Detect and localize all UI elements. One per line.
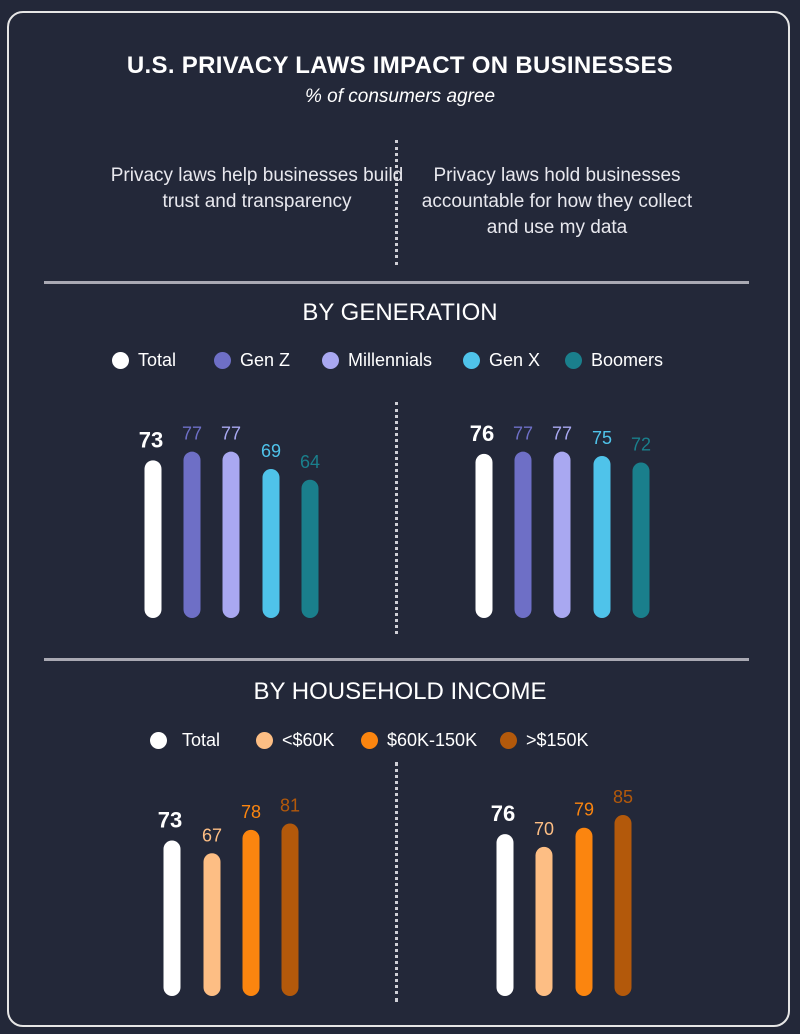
legend-income: Total <$60K $60K-150K >$150K [0,728,800,752]
bar-generation-q2-s2 [553,451,571,618]
legend-item-under-60k: <$60K [256,728,335,752]
legend-item-total: Total [150,728,220,752]
legend-label: Gen Z [240,349,291,370]
question-right: Privacy laws hold businesses accountable… [421,165,693,238]
bar-generation-q2-s3 [593,456,611,618]
bar-generation-q1-s4 [301,479,319,618]
question-left: Privacy laws help businesses build trust… [110,165,404,212]
bar-income-q1-s0 [163,840,181,996]
legend-item-over-150k: >$150K [500,728,589,752]
legend-label: $60K-150K [387,729,478,750]
legend-label: Gen X [489,349,541,370]
data-label: 73 [158,808,182,833]
bar-generation-q2-s1 [514,451,532,618]
data-label: 77 [552,424,572,444]
income-divider [395,762,398,1002]
legend-dot [500,731,517,749]
bar-generation-q1-s1 [183,451,201,618]
data-label: 77 [513,424,533,444]
data-label: 77 [182,424,202,444]
data-label: 85 [613,787,633,807]
data-label: 77 [221,424,241,444]
legend-label: <$60K [282,729,335,750]
legend-dot [150,731,167,749]
section-divider-generation [44,281,749,284]
legend-label: Millennials [348,349,433,370]
legend-label: >$150K [526,729,589,750]
bar-generation-q1-s3 [262,468,280,618]
legend-label: Total [138,349,177,370]
legend-label: Boomers [591,349,664,370]
bar-generation-q1-s2 [222,451,240,618]
data-label: 78 [241,802,261,822]
data-label: 75 [592,428,612,448]
legend-dot [361,731,378,749]
legend-item-gen-z: Gen Z [214,348,290,372]
page-title: U.S. PRIVACY LAWS IMPACT ON BUSINESSES [126,52,674,79]
bar-income-q2-s3 [614,814,632,996]
bar-generation-q2-s4 [632,462,650,618]
section-divider-income [44,658,749,661]
bar-income-q1-s2 [242,829,260,996]
data-label: 81 [280,795,300,815]
legend-dot [565,351,582,369]
infographic-frame [7,11,790,1027]
legend-item-gen-x: Gen X [463,348,540,372]
data-label: 72 [631,434,651,454]
bar-generation-q1-s0 [144,460,162,618]
legend-generation: Total Gen Z Millennials Gen X Boomers [0,348,800,372]
page-subtitle: % of consumers agree [304,86,496,107]
data-label: 79 [574,800,594,820]
data-label: 67 [202,825,222,845]
legend-dot [112,351,129,369]
generation-divider [395,402,398,634]
bar-generation-q2-s0 [475,453,493,618]
bar-income-q1-s1 [203,853,221,996]
section-title-generation: BY GENERATION [302,299,498,326]
bar-income-q2-s0 [496,834,514,996]
data-label: 69 [261,441,281,461]
legend-dot [214,351,231,369]
legend-item-60k-150k: $60K-150K [361,728,477,752]
section-title-income: BY HOUSEHOLD INCOME [253,678,547,705]
data-label: 70 [534,819,554,839]
data-label: 76 [470,421,494,446]
data-label: 64 [300,452,320,472]
question-divider [395,140,398,265]
data-label: 76 [491,801,515,826]
bar-income-q2-s1 [535,846,553,996]
bar-income-q2-s2 [575,827,593,996]
legend-dot [463,351,480,369]
bar-income-q1-s3 [281,823,299,996]
legend-dot [322,351,339,369]
legend-item-total: Total [112,348,176,372]
legend-label: Total [182,729,221,750]
data-label: 73 [139,427,163,452]
legend-item-boomers: Boomers [565,348,663,372]
legend-dot [256,731,273,749]
legend-item-millennials: Millennials [322,348,432,372]
